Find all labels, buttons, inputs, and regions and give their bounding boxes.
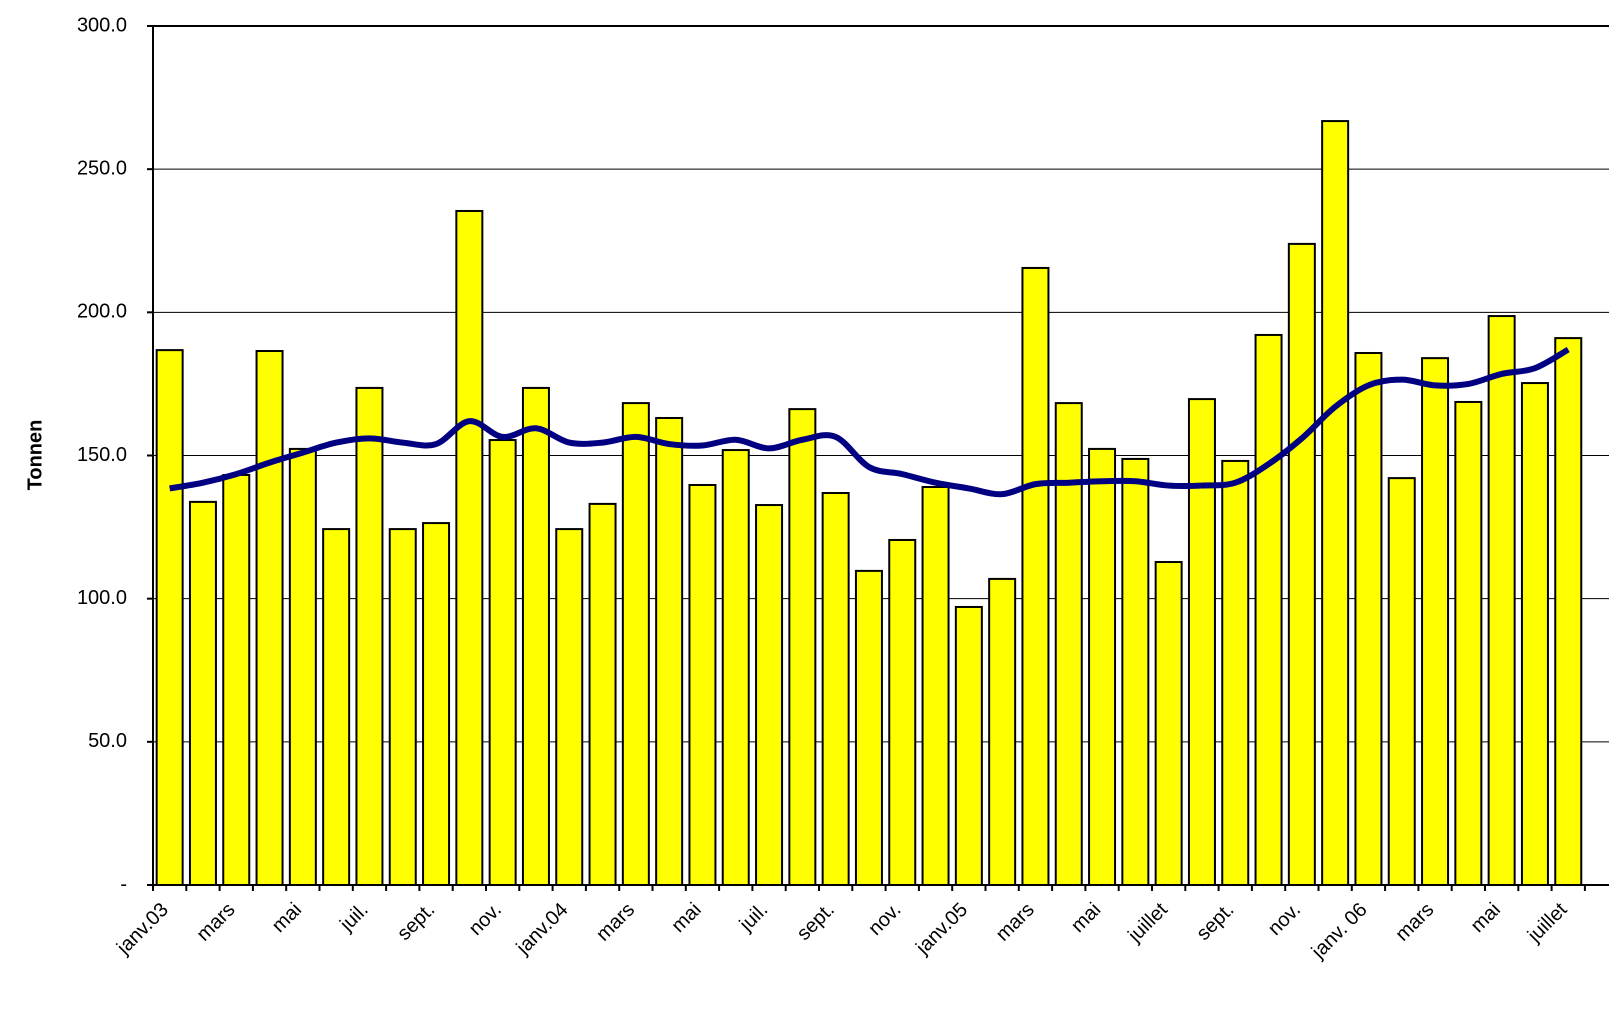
y-tick-label: 150.0: [77, 444, 127, 466]
bar: [1154, 561, 1183, 886]
y-tick-label: 100.0: [77, 587, 127, 609]
bar: [455, 209, 484, 887]
bar: [1088, 447, 1117, 886]
bar: [388, 528, 417, 886]
bar: [655, 416, 684, 886]
x-tick-label: juillet: [1123, 898, 1172, 947]
bar: [488, 439, 517, 886]
x-tick-label: mai: [1067, 899, 1105, 937]
x-tick-label: mai: [1467, 899, 1505, 937]
bar: [188, 500, 217, 886]
x-tick-label: mai: [268, 899, 306, 937]
bar: [1121, 457, 1150, 886]
bar: [1421, 357, 1450, 886]
bar: [1054, 402, 1083, 886]
bar: [1021, 266, 1050, 886]
x-tick-label: mai: [667, 899, 705, 937]
bar: [921, 485, 950, 886]
x-tick-label: sept.: [393, 899, 439, 945]
bar: [988, 577, 1017, 886]
bar: [854, 569, 883, 886]
y-tick-label: 250.0: [77, 157, 127, 179]
bar: [1454, 400, 1483, 886]
trend-line: [169, 346, 1570, 498]
bar: [1187, 398, 1216, 886]
bar: [1520, 382, 1549, 886]
x-tick-label: janv.04: [512, 899, 573, 960]
x-tick-label: juil.: [735, 899, 772, 936]
x-tick-label: janv. 06: [1307, 899, 1372, 964]
x-tick-label: nov.: [1264, 899, 1305, 940]
x-tick-label: sept.: [793, 899, 839, 945]
bar: [788, 408, 817, 886]
bar: [1321, 120, 1350, 886]
bar: [821, 492, 850, 886]
x-tick-label: sept.: [1192, 899, 1238, 945]
x-tick-label: nov.: [864, 899, 905, 940]
bar: [521, 386, 550, 886]
x-tick-label: nov.: [465, 899, 506, 940]
y-tick-label: 50.0: [88, 730, 127, 752]
y-tick-label: -: [120, 873, 127, 895]
bar: [688, 483, 717, 886]
bar: [721, 449, 750, 886]
bar: [1221, 459, 1250, 886]
x-tick-label: mars: [1391, 899, 1438, 946]
x-tick-label: mars: [592, 899, 639, 946]
bar: [422, 522, 451, 886]
bar: [555, 528, 584, 886]
x-tick-label: mars: [193, 899, 240, 946]
bar: [1287, 242, 1316, 887]
bar: [888, 538, 917, 886]
bar: [355, 386, 384, 886]
bar: [288, 447, 317, 886]
x-tick-label: juillet: [1523, 898, 1572, 947]
bar: [755, 504, 784, 886]
bar: [255, 349, 284, 886]
bar: [1354, 351, 1383, 886]
bar: [588, 502, 617, 886]
bar: [621, 402, 650, 886]
x-tick-label: janv.05: [911, 899, 972, 960]
bar: [222, 473, 251, 886]
x-tick-label: janv.03: [112, 899, 173, 960]
bar: [954, 605, 983, 886]
bar: [1254, 333, 1283, 886]
x-tick-label: mars: [992, 899, 1039, 946]
y-tick-label: 200.0: [77, 301, 127, 323]
bar: [1554, 337, 1583, 886]
y-axis-title: Tonnen: [24, 420, 46, 491]
bar: [322, 528, 351, 886]
bar: [1487, 315, 1516, 886]
bar: [1387, 477, 1416, 886]
x-tick-label: juil.: [335, 899, 372, 936]
bar: [155, 349, 184, 886]
y-tick-label: 300.0: [77, 14, 127, 36]
